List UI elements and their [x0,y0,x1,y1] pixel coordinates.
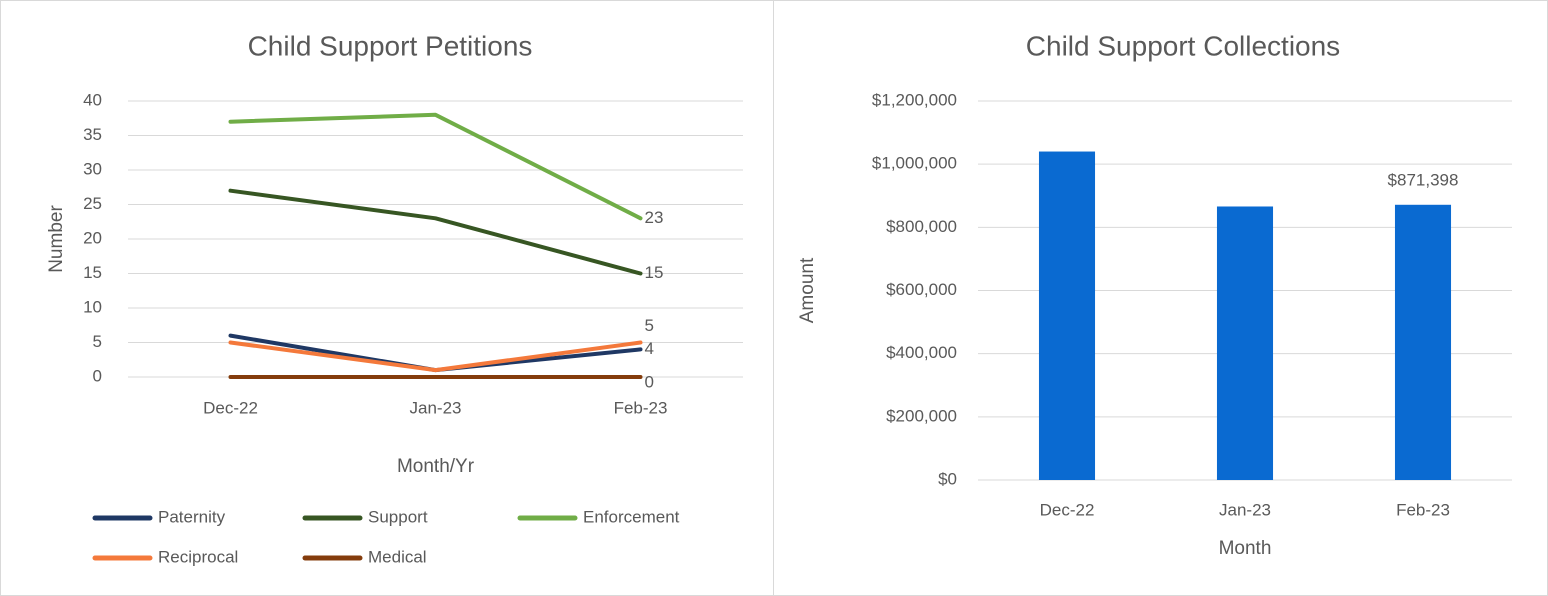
x-axis-title: Month/Yr [397,456,475,477]
x-tick-label: Feb-23 [614,398,668,417]
y-tick-label: 5 [93,332,102,351]
legend-label: Reciprocal [158,547,238,566]
data-label: $871,398 [1388,170,1459,189]
y-tick-label: $200,000 [886,406,957,425]
x-tick-label: Feb-23 [1396,500,1450,519]
y-axis-title: Amount [797,257,818,323]
x-tick-label: Jan-23 [1219,500,1271,519]
data-label: 5 [645,316,654,335]
data-label: 23 [645,208,664,227]
data-label: 0 [645,372,654,391]
y-tick-label: 20 [83,228,102,247]
x-tick-label: Jan-23 [410,398,462,417]
legend-label: Enforcement [583,507,680,526]
bar [1216,206,1274,480]
series-line [228,188,643,276]
y-axis-title: Number [46,205,67,273]
y-tick-label: 35 [83,125,102,144]
y-tick-label: 40 [83,90,102,109]
legend-label: Medical [368,547,427,566]
legend-label: Paternity [158,507,226,526]
y-tick-label: $1,200,000 [872,90,957,109]
chart-title: Child Support Petitions [248,30,533,61]
data-label: 4 [645,339,654,358]
y-tick-label: $400,000 [886,343,957,362]
y-tick-label: $1,000,000 [872,154,957,173]
series-line [228,112,643,221]
y-tick-label: 30 [83,159,102,178]
y-tick-label: 15 [83,263,102,282]
y-tick-label: $0 [938,469,957,488]
bar [1394,204,1452,481]
x-axis-title: Month [1219,538,1272,559]
x-tick-label: Dec-22 [203,398,258,417]
y-tick-label: 0 [93,366,102,385]
bar [1038,151,1096,481]
series-line [228,340,643,373]
y-tick-label: 25 [83,194,102,213]
legend-label: Support [368,507,428,526]
data-label: 15 [645,263,664,282]
y-tick-label: $800,000 [886,217,957,236]
x-tick-label: Dec-22 [1040,500,1095,519]
chart-title: Child Support Collections [1026,30,1340,61]
y-tick-label: $600,000 [886,280,957,299]
y-tick-label: 10 [83,297,102,316]
